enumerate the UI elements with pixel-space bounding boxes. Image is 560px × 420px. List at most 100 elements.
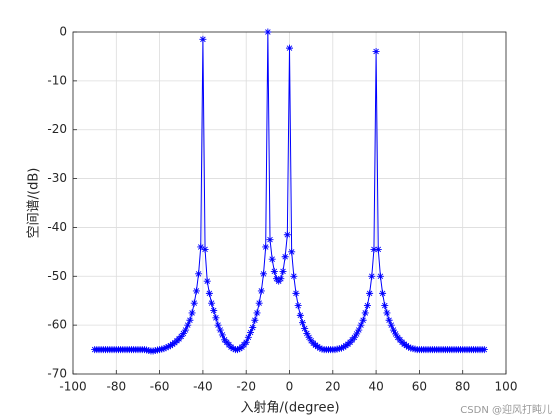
marker [249, 324, 257, 332]
marker [383, 309, 391, 317]
y-tick-label: -70 [47, 367, 67, 381]
marker [379, 289, 387, 297]
marker [357, 321, 365, 329]
marker [188, 309, 196, 317]
marker [385, 316, 393, 324]
marker [242, 338, 250, 346]
x-tick-label: 40 [368, 380, 383, 394]
marker [156, 346, 164, 354]
marker [244, 333, 252, 341]
marker [234, 346, 242, 354]
marker [236, 345, 244, 353]
x-tick-label: 0 [286, 380, 294, 394]
marker [411, 345, 419, 353]
marker [262, 243, 270, 251]
marker [311, 341, 319, 349]
x-tick-label: 80 [455, 380, 470, 394]
y-tick-label: -10 [47, 73, 67, 87]
marker [192, 287, 200, 295]
marker [264, 28, 272, 36]
marker [331, 346, 339, 354]
marker [203, 277, 211, 285]
marker [253, 309, 261, 317]
marker [160, 345, 168, 353]
y-axis-label: 空间谱/(dB) [27, 168, 42, 239]
marker [281, 253, 289, 261]
marker [387, 321, 395, 329]
x-tick-label: 100 [495, 380, 518, 394]
marker [405, 343, 413, 351]
marker [333, 345, 341, 353]
marker [366, 289, 374, 297]
marker [337, 344, 345, 352]
marker [340, 343, 348, 351]
x-tick-label: -80 [106, 380, 126, 394]
x-tick-label: -60 [150, 380, 170, 394]
marker [210, 306, 218, 314]
marker [342, 342, 350, 350]
marker [182, 326, 190, 334]
marker [214, 321, 222, 329]
marker [400, 340, 408, 348]
marker [266, 236, 274, 244]
marker [186, 316, 194, 324]
marker [392, 330, 400, 338]
x-tick-label: -100 [59, 380, 86, 394]
marker [229, 345, 237, 353]
marker [277, 275, 285, 283]
marker [177, 332, 185, 340]
marker [169, 340, 177, 348]
marker [255, 299, 263, 307]
marker [184, 321, 192, 329]
marker [201, 245, 209, 253]
marker [164, 343, 172, 351]
marker [316, 344, 324, 352]
x-tick-label: -20 [236, 380, 256, 394]
x-axis-label: 入射角/(degree) [240, 400, 339, 416]
marker [353, 330, 361, 338]
marker [179, 329, 187, 337]
y-tick-label: -50 [47, 269, 67, 283]
marker [279, 267, 287, 275]
marker [361, 309, 369, 317]
marker [374, 245, 382, 253]
marker [268, 255, 276, 263]
marker [251, 316, 259, 324]
marker [288, 248, 296, 256]
marker [409, 345, 417, 353]
marker [145, 347, 153, 355]
marker [197, 243, 205, 251]
marker [303, 329, 311, 337]
marker [368, 272, 376, 280]
marker [480, 346, 488, 354]
marker [350, 333, 358, 341]
marker [286, 44, 293, 52]
marker [407, 344, 415, 352]
marker [370, 245, 378, 253]
marker [314, 343, 322, 351]
marker [363, 302, 371, 310]
marker [151, 347, 159, 355]
marker [376, 272, 384, 280]
marker [301, 325, 309, 333]
marker [296, 311, 304, 319]
watermark: CSDN @迎风打盹儿 [460, 403, 552, 416]
marker [318, 345, 326, 353]
marker [257, 287, 265, 295]
marker [199, 35, 207, 43]
y-tick-label: 0 [59, 25, 67, 39]
marker [283, 231, 291, 239]
marker [359, 316, 367, 324]
y-tick-label: -40 [47, 220, 67, 234]
marker [355, 326, 363, 334]
marker [260, 270, 268, 278]
marker [205, 289, 213, 297]
marker [216, 326, 224, 334]
marker [290, 272, 298, 280]
marker [208, 299, 216, 307]
marker [227, 343, 235, 351]
plot-frame [72, 31, 507, 375]
x-tick-label: 20 [325, 380, 340, 394]
marker [162, 344, 170, 352]
